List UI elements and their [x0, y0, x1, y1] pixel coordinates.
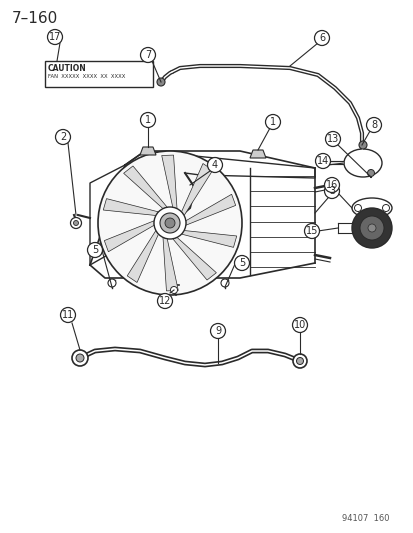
Ellipse shape — [343, 149, 381, 177]
Ellipse shape — [351, 198, 391, 218]
Circle shape — [210, 324, 225, 338]
Text: 5: 5 — [238, 258, 244, 268]
Circle shape — [221, 279, 228, 287]
Circle shape — [304, 223, 319, 238]
Circle shape — [296, 358, 303, 365]
Circle shape — [366, 117, 380, 133]
Polygon shape — [172, 237, 216, 280]
Text: 17: 17 — [49, 32, 61, 42]
Text: 9: 9 — [214, 326, 221, 336]
Circle shape — [154, 207, 185, 239]
Polygon shape — [104, 221, 154, 252]
Circle shape — [108, 279, 116, 287]
Polygon shape — [161, 155, 177, 208]
Circle shape — [315, 154, 330, 168]
Circle shape — [314, 30, 329, 45]
Circle shape — [351, 208, 391, 248]
Circle shape — [328, 183, 335, 190]
Circle shape — [140, 47, 155, 62]
Text: 2: 2 — [60, 132, 66, 142]
Text: 5: 5 — [92, 245, 98, 255]
Polygon shape — [249, 150, 266, 158]
Circle shape — [70, 217, 81, 229]
Circle shape — [140, 112, 155, 127]
Text: 11: 11 — [62, 310, 74, 320]
Polygon shape — [127, 230, 158, 282]
Text: 15: 15 — [305, 226, 318, 236]
Polygon shape — [181, 230, 236, 247]
Text: 12: 12 — [159, 296, 171, 306]
Circle shape — [157, 78, 165, 86]
Circle shape — [98, 151, 242, 295]
Polygon shape — [163, 237, 178, 291]
Polygon shape — [181, 164, 212, 215]
Text: 7: 7 — [145, 50, 151, 60]
Circle shape — [47, 29, 62, 44]
Text: 13: 13 — [326, 134, 338, 144]
Circle shape — [292, 318, 307, 333]
Circle shape — [265, 115, 280, 130]
Text: 7–160: 7–160 — [12, 11, 58, 26]
Circle shape — [207, 157, 222, 173]
Circle shape — [325, 132, 339, 147]
Text: CAUTION: CAUTION — [48, 64, 87, 73]
Text: 1: 1 — [269, 117, 275, 127]
Text: 16: 16 — [325, 180, 337, 190]
Text: 3: 3 — [328, 186, 334, 196]
Text: 8: 8 — [370, 120, 376, 130]
Circle shape — [159, 213, 180, 233]
Circle shape — [87, 243, 102, 257]
Circle shape — [234, 255, 249, 271]
Polygon shape — [140, 147, 156, 155]
Text: 94107  160: 94107 160 — [342, 514, 389, 523]
Polygon shape — [123, 166, 167, 208]
Circle shape — [292, 354, 306, 368]
Circle shape — [76, 354, 84, 362]
Text: 1: 1 — [145, 115, 151, 125]
Circle shape — [359, 216, 383, 240]
Polygon shape — [103, 199, 158, 215]
Bar — [45, 61, 153, 87]
Circle shape — [367, 169, 374, 176]
Text: FAN  XXXXX  XXXX  XX  XXXX: FAN XXXXX XXXX XX XXXX — [48, 74, 125, 79]
Circle shape — [72, 350, 88, 366]
Circle shape — [354, 205, 361, 212]
Circle shape — [382, 205, 389, 212]
Circle shape — [157, 294, 172, 309]
Circle shape — [165, 218, 175, 228]
Circle shape — [367, 224, 375, 232]
Circle shape — [324, 177, 339, 192]
Circle shape — [74, 221, 78, 225]
Text: 10: 10 — [293, 320, 305, 330]
Circle shape — [60, 308, 75, 322]
Text: 14: 14 — [316, 156, 328, 166]
Circle shape — [55, 130, 70, 144]
Circle shape — [358, 141, 366, 149]
Text: 6: 6 — [318, 33, 324, 43]
Text: 4: 4 — [211, 160, 218, 170]
Circle shape — [324, 183, 339, 198]
Circle shape — [170, 287, 177, 294]
Polygon shape — [185, 194, 235, 225]
